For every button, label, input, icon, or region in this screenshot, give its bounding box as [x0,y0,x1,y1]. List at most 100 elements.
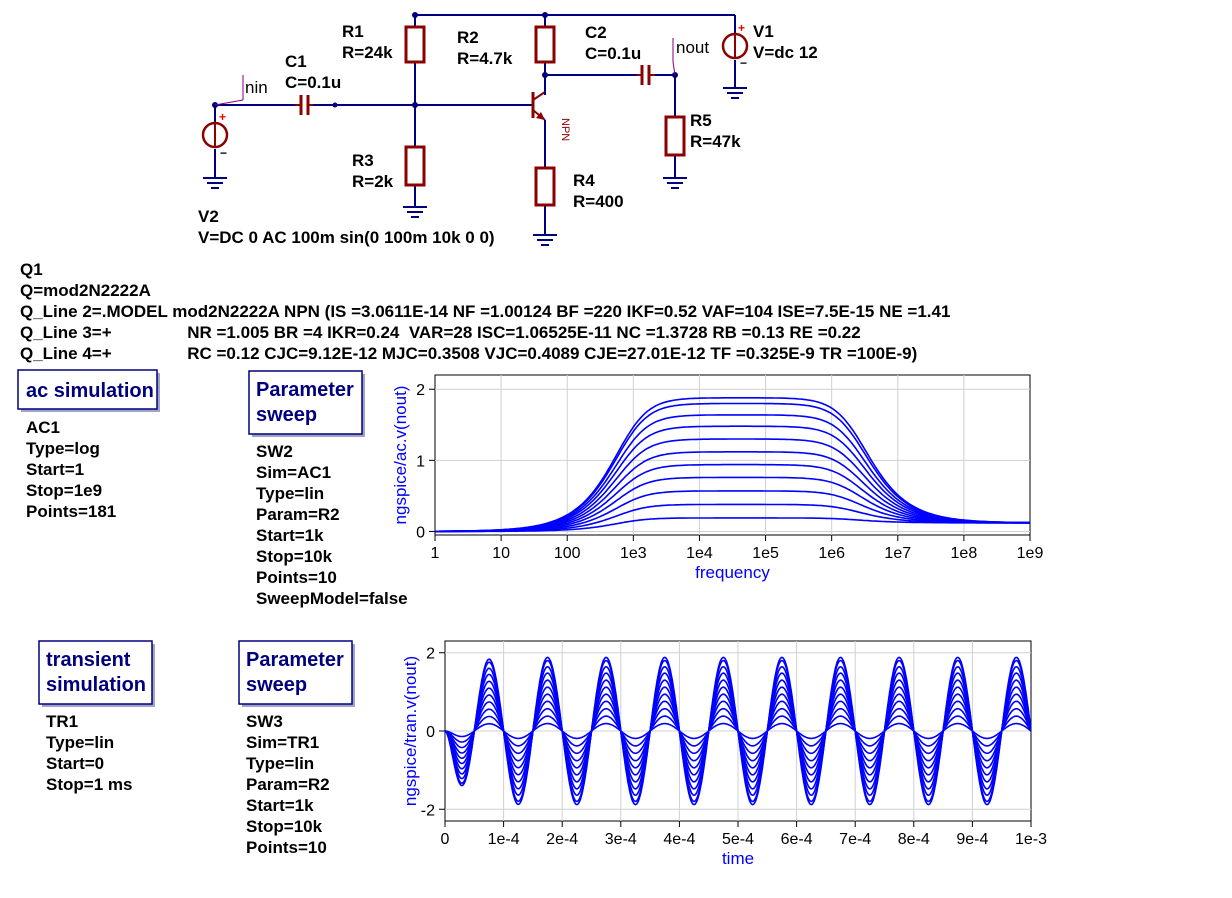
x-tick-label: 1e6 [818,545,845,562]
svg-text:Stop=10k: Stop=10k [246,817,323,836]
svg-text:Start=1: Start=1 [26,460,84,479]
x-axis-label: frequency [695,563,770,582]
transistor-q1[interactable] [525,91,546,125]
svg-text:Stop=10k: Stop=10k [256,547,333,566]
sw3-block[interactable]: Parameter sweep [238,640,355,707]
tr-sim-params: TR1 Type=lin Start=0 Stop=1 ms [46,712,132,794]
svg-text:AC1: AC1 [26,418,60,437]
y-tick-label: 0 [416,524,425,541]
v2-name: V2 [198,207,219,226]
v2-value: V=DC 0 AC 100m sin(0 100m 10k 0 0) [198,228,495,247]
ac-sim-title: ac simulation [26,380,154,402]
svg-text:−: − [740,56,747,70]
x-axis-label: time [722,849,754,868]
x-tick-label: 1 [431,545,440,562]
sw2-params: SW2 Sim=AC1 Type=lin Param=R2 Start=1k S… [256,442,408,608]
x-tick-label: 5e-4 [722,831,754,848]
r2-value: R=4.7k [457,49,513,68]
svg-text:Q=mod2N2222A: Q=mod2N2222A [20,281,151,300]
r5-name: R5 [690,111,712,130]
svg-text:+: + [738,21,745,35]
c1-name: C1 [285,52,307,71]
r1-value: R=24k [342,43,393,62]
y-axis-label: ngspice/ac.v(nout) [391,386,410,525]
net-label-nout: nout [672,38,709,76]
ac-series-line-9 [435,402,1030,533]
svg-text:−: − [220,146,227,160]
y-tick-label: -2 [421,802,435,819]
svg-text:Type=lin: Type=lin [256,484,324,503]
resistor-r1[interactable] [404,25,426,64]
ac-sim-params: AC1 Type=log Start=1 Stop=1e9 Points=181 [26,418,116,521]
svg-text:nin: nin [245,78,268,97]
ground-symbols [203,87,747,246]
x-tick-label: 6e-4 [781,831,813,848]
svg-text:SweepModel=false: SweepModel=false [256,589,408,608]
svg-text:TR1: TR1 [46,712,78,731]
capacitor-c1[interactable] [295,95,313,115]
x-tick-label: 9e-4 [956,831,988,848]
r4-name: R4 [573,171,595,190]
svg-text:Param=R2: Param=R2 [256,505,340,524]
r3-name: R3 [352,151,374,170]
q1-model-text: Q1 Q=mod2N2222A Q_Line 2=.MODEL mod2N222… [20,260,950,363]
sw2-title-2: sweep [256,404,317,426]
svg-text:Stop=1 ms: Stop=1 ms [46,775,132,794]
r3-value: R=2k [352,172,394,191]
x-tick-label: 3e-4 [605,831,637,848]
svg-text:Q_Line 4=+ RC =: Q_Line 4=+ RC =0.12 CJC=9.12E-12 MJC=0.3… [20,344,917,363]
x-tick-label: 4e-4 [663,831,695,848]
resistor-r4[interactable] [534,166,556,207]
svg-text:+: + [219,110,226,124]
c1-value: C=0.1u [285,73,341,92]
r4-value: R=400 [573,192,624,211]
svg-text:SW3: SW3 [246,712,283,731]
x-tick-label: 1e-3 [1015,831,1047,848]
x-tick-label: 1e9 [1017,545,1044,562]
svg-text:Start=1k: Start=1k [246,796,314,815]
ac-series-line-10 [435,397,1030,533]
x-tick-label: 1e8 [951,545,978,562]
r1-name: R1 [342,22,364,41]
svg-text:Start=1k: Start=1k [256,526,324,545]
ac-frequency-plot[interactable]: 1 10 100 1e3 1e4 1e5 1e6 1e7 1e8 1e9012frequencyn… [391,374,1044,582]
v1-name: V1 [753,22,774,41]
y-tick-label: 0 [426,724,435,741]
ac-series-line-7 [435,425,1030,533]
sw3-params: SW3 Sim=TR1 Type=lin Param=R2 Start=1k S… [246,712,330,857]
ac-simulation-block[interactable]: ac simulation [17,369,160,412]
tr-sim-title-2: simulation [46,674,146,696]
c2-value: C=0.1u [585,44,641,63]
net-label-nin: nin [214,75,268,106]
x-tick-label: 2e-4 [546,831,578,848]
voltage-source-v2[interactable]: + − [201,110,229,160]
tran-series-line-10 [445,656,1031,806]
svg-text:Q_Line 3=+ NR =: Q_Line 3=+ NR =1.005 BR =4 IKR=0.24 VAR=… [20,323,861,342]
resistor-r2[interactable] [534,25,556,64]
x-tick-label: 100 [554,545,581,562]
capacitor-c2[interactable] [637,65,655,85]
svg-text:SW2: SW2 [256,442,293,461]
voltage-source-v1[interactable]: + − [721,21,749,70]
svg-text:nout: nout [676,38,709,57]
resistor-r5[interactable] [664,115,686,157]
x-tick-label: 1e-4 [488,831,520,848]
svg-text:Points=10: Points=10 [256,568,337,587]
svg-text:Param=R2: Param=R2 [246,775,330,794]
resistor-r3[interactable] [404,145,426,187]
sw2-block[interactable]: Parameter sweep [248,370,365,437]
transient-time-plot[interactable]: 0 1e-4 2e-4 3e-4 4e-4 5e-4 6e-4 7e-4 8e-4 9e-4 1e-… [401,640,1047,868]
x-tick-label: 1e4 [686,545,713,562]
y-tick-label: 2 [416,382,425,399]
svg-text:Stop=1e9: Stop=1e9 [26,481,102,500]
x-tick-label: 1e7 [884,545,911,562]
x-tick-label: 1e5 [752,545,779,562]
tr-sim-title-1: transient [46,649,131,671]
svg-text:Sim=AC1: Sim=AC1 [256,463,331,482]
transient-simulation-block[interactable]: transient simulation [38,640,155,707]
x-tick-label: 7e-4 [839,831,871,848]
junction-dots [212,12,678,108]
y-tick-label: 2 [426,646,435,663]
y-tick-label: 1 [416,453,425,470]
